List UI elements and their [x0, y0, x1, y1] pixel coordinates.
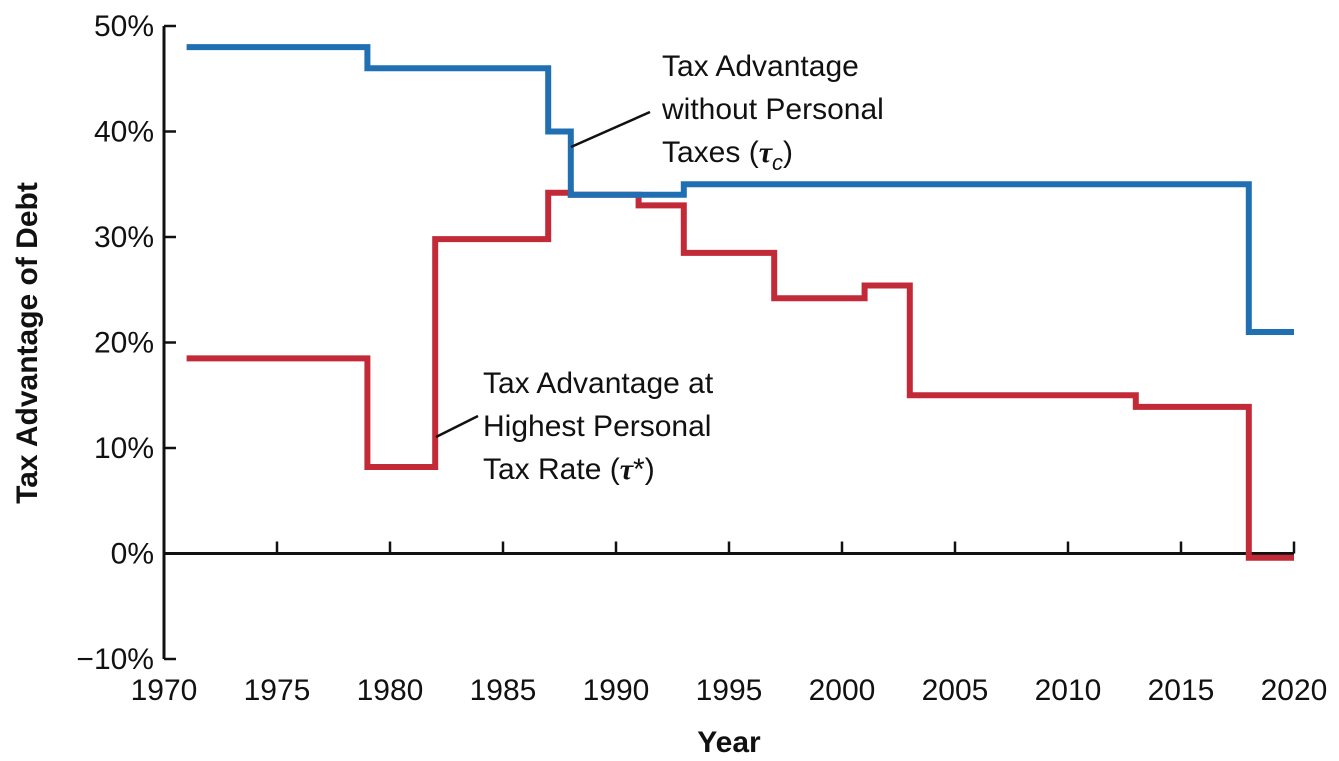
annotation-label: Tax Advantage at Highest Personal Tax Rate…: [483, 367, 714, 486]
x-tick-label: 1970: [131, 674, 198, 707]
x-tick-label: 2010: [1035, 674, 1102, 707]
subscript-c: c: [772, 150, 783, 175]
y-axis-title: Tax Advantage of Debt: [11, 182, 44, 504]
x-tick-label: 1995: [696, 674, 763, 707]
x-tick-label: 2015: [1148, 674, 1215, 707]
x-tick-label: 2005: [922, 674, 989, 707]
close-paren: ): [645, 453, 655, 486]
tau-symbol: τ: [620, 453, 635, 486]
x-axis-title: Year: [697, 726, 761, 759]
annotation-line: Tax Advantage: [662, 50, 859, 83]
superscript-star: *: [633, 453, 645, 486]
y-tick-label: −10%: [76, 643, 154, 676]
annotation-pointer: [435, 414, 479, 439]
y-tick-label: 40%: [94, 116, 154, 149]
series-line: [186, 189, 1294, 561]
annotation-line: Tax Rate (: [483, 453, 620, 486]
series-line: [186, 44, 1294, 335]
x-tick-label: 1985: [470, 674, 537, 707]
x-tick-label: 1990: [583, 674, 650, 707]
y-tick-label: 20%: [94, 327, 154, 360]
y-tick-label: 0%: [111, 538, 154, 571]
annotation-pointer: [570, 110, 651, 149]
series-layer: [186, 44, 1294, 561]
y-tick-label: 50%: [94, 10, 154, 43]
annotations: Tax Advantage without Personal Taxes (τc)T…: [435, 50, 884, 486]
x-tick-label: 2020: [1261, 674, 1328, 707]
close-paren: ): [783, 136, 793, 169]
x-tick-label: 1980: [357, 674, 424, 707]
tau-symbol: τ: [759, 136, 774, 169]
annotation-line: Tax Advantage at: [483, 367, 714, 400]
y-tick-label: 10%: [94, 432, 154, 465]
x-tick-label: 2000: [809, 674, 876, 707]
axes: −10% 0% 10% 20% 30% 40% 50% 1970 1975 1980 1985 199…: [76, 10, 1327, 707]
annotation-line: Taxes (: [662, 136, 759, 169]
y-tick-label: 30%: [94, 221, 154, 254]
x-tick-label: 1975: [244, 674, 311, 707]
annotation-line: without Personal: [661, 93, 884, 126]
annotation-line: Highest Personal: [483, 410, 711, 443]
annotation-label: Tax Advantage without Personal Taxes (τc): [661, 50, 884, 175]
